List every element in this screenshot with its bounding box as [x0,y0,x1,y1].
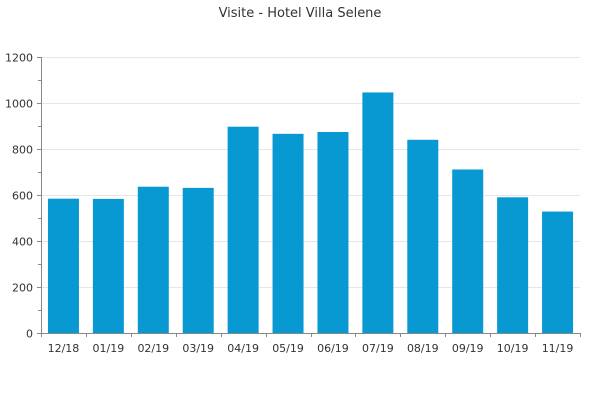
bar [47,198,79,333]
bar [182,187,214,333]
x-tick-label: 03/19 [182,342,214,355]
x-tick-label: 11/19 [542,342,574,355]
x-tick-label: 09/19 [452,342,484,355]
x-tick-label: 06/19 [317,342,349,355]
x-tick-label: 07/19 [362,342,394,355]
bar [317,131,349,333]
x-axis-ticks: 12/18 01/19 02/19 03/19 04/19 05/19 06/19 07/19… [41,333,581,355]
bar [272,133,304,333]
bar [227,126,259,333]
y-tick-label: 600 [12,190,33,203]
bar [452,169,484,333]
bar [362,92,394,333]
bar [407,139,439,333]
x-tick-label: 10/19 [497,342,529,355]
bar [92,198,124,333]
x-tick-label: 05/19 [272,342,304,355]
x-tick-label: 12/18 [48,342,80,355]
bar [137,186,169,333]
bar [542,211,574,333]
bar [497,197,529,333]
gridlines [41,57,580,288]
x-tick-label: 01/19 [93,342,125,355]
y-tick-label: 200 [12,282,33,295]
x-tick-label: 04/19 [227,342,259,355]
y-tick-label: 800 [12,144,33,157]
x-tick-label: 08/19 [407,342,439,355]
y-tick-label: 0 [26,328,33,341]
y-tick-label: 400 [12,236,33,249]
y-axis-ticks: 0 200 400 600 800 1000 1200 [5,52,41,341]
y-tick-label: 1200 [5,52,33,65]
bars [47,92,574,333]
chart-title: Visite - Hotel Villa Selene [219,6,382,21]
x-tick-label: 02/19 [137,342,169,355]
y-tick-label: 1000 [5,98,33,111]
